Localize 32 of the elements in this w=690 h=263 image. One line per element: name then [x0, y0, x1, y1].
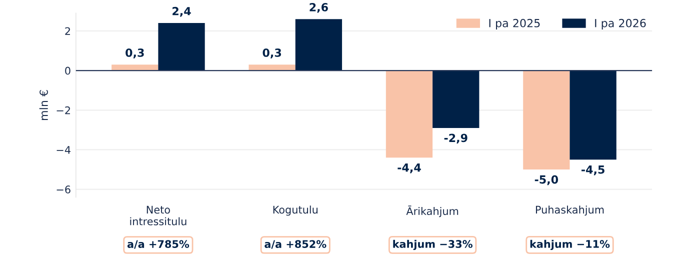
legend-label: I pa 2025 [489, 18, 540, 30]
text: kahjum −11% [530, 240, 610, 250]
bar [112, 64, 158, 71]
data-label: -4,4 [398, 164, 421, 174]
text: a/a +785% [127, 240, 190, 249]
y-axis-title: mln € [39, 90, 48, 120]
data-label: 2,6 [310, 2, 328, 13]
x-tick-label: Ārikahjum [406, 206, 458, 218]
data-label: 2,4 [172, 6, 191, 17]
y-tick-label: −6 [56, 186, 70, 194]
bar [386, 70, 433, 158]
bar [523, 70, 570, 170]
data-label: -5,0 [534, 175, 558, 186]
legend-label: I pa 2026 [595, 18, 646, 30]
data-label: -4,5 [582, 166, 604, 176]
data-label: 0,3 [126, 48, 144, 58]
data-label: -2,9 [444, 134, 468, 144]
bar [295, 19, 342, 71]
x-tick-label: Neto intressitulu [130, 206, 186, 226]
x-tick-label: Kogutulu [273, 206, 318, 216]
y-tick-label: −4 [56, 146, 70, 154]
y-tick-label: 0 [65, 66, 70, 75]
text: a/a +852% [264, 240, 326, 249]
y-tick-label: −2 [56, 106, 70, 114]
bar [158, 23, 205, 71]
text: kahjum −33% [393, 240, 472, 250]
y-tick-label: 2 [65, 27, 70, 35]
bar [432, 70, 480, 128]
bar [248, 64, 296, 71]
bar [570, 70, 616, 160]
data-label: 0,3 [262, 48, 282, 58]
x-tick-label: Puhaskahjum [536, 206, 604, 216]
